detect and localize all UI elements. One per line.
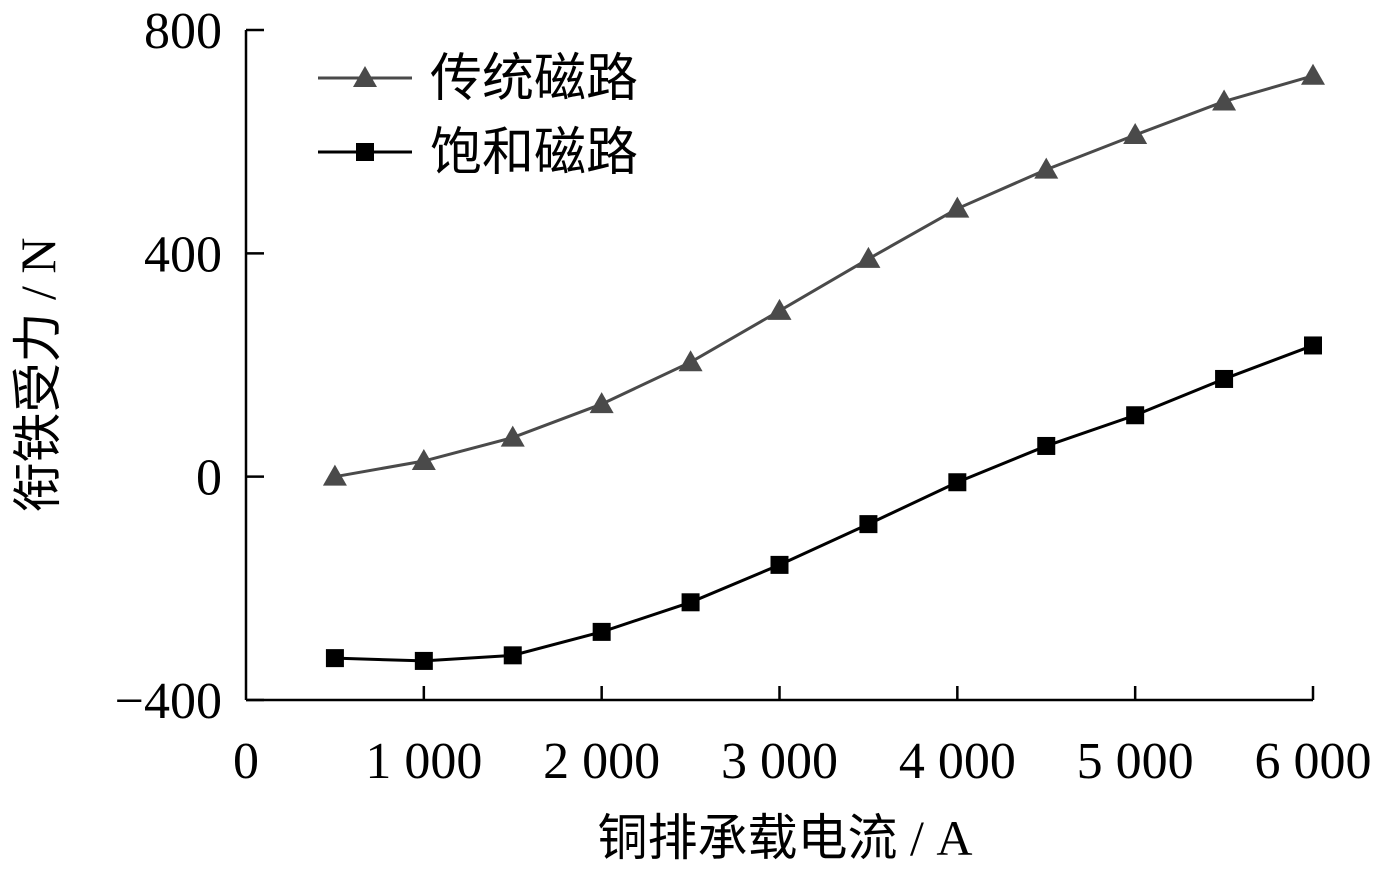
data-point <box>1123 122 1148 144</box>
x-tick-label: 4 000 <box>899 733 1016 790</box>
legend-item: 饱和磁路 <box>318 125 638 182</box>
y-axis-label: 衔铁受力 / N <box>10 238 66 513</box>
data-point <box>945 196 970 218</box>
data-point <box>1034 157 1059 179</box>
data-point <box>322 464 347 486</box>
series-line <box>334 74 1314 479</box>
data-point <box>767 298 792 320</box>
data-point <box>1212 89 1237 111</box>
data-point <box>411 449 436 471</box>
data-point <box>859 515 878 534</box>
data-point <box>948 473 967 492</box>
series-1 <box>322 63 1325 486</box>
y-tick-label: 0 <box>196 450 222 507</box>
y-tick-label: 400 <box>144 226 222 283</box>
x-tick-label: 6 000 <box>1255 733 1372 790</box>
series-layer <box>322 63 1325 670</box>
x-tick-label: 5 000 <box>1077 733 1194 790</box>
legend-item: 传统磁路 <box>318 51 638 108</box>
legend-marker <box>356 143 374 161</box>
x-axis-label: 铜排承载电流 / A <box>598 810 973 866</box>
x-tick-label: 0 <box>233 733 259 790</box>
x-tick-label: 2 000 <box>543 733 660 790</box>
data-point <box>1215 369 1234 388</box>
data-point <box>503 646 522 665</box>
data-point <box>589 392 614 414</box>
legend-marker <box>353 66 377 87</box>
data-point <box>681 593 700 612</box>
x-tick-label: 3 000 <box>721 733 838 790</box>
data-point <box>1126 406 1145 425</box>
data-point <box>592 622 611 641</box>
series-2 <box>325 336 1322 670</box>
data-point <box>856 246 881 268</box>
data-point <box>770 555 789 574</box>
legend-label: 饱和磁路 <box>430 125 638 182</box>
legend-label: 传统磁路 <box>430 51 638 108</box>
y-tick-label: −400 <box>115 673 222 730</box>
data-point <box>1304 336 1322 355</box>
y-tick-label: 800 <box>144 3 222 60</box>
data-point <box>1301 63 1325 85</box>
data-point <box>1037 436 1056 455</box>
series-line <box>334 344 1314 663</box>
data-point <box>414 651 433 670</box>
x-tick-label: 1 000 <box>365 733 482 790</box>
data-point <box>678 350 703 372</box>
data-point <box>500 425 525 447</box>
data-point <box>325 649 344 668</box>
